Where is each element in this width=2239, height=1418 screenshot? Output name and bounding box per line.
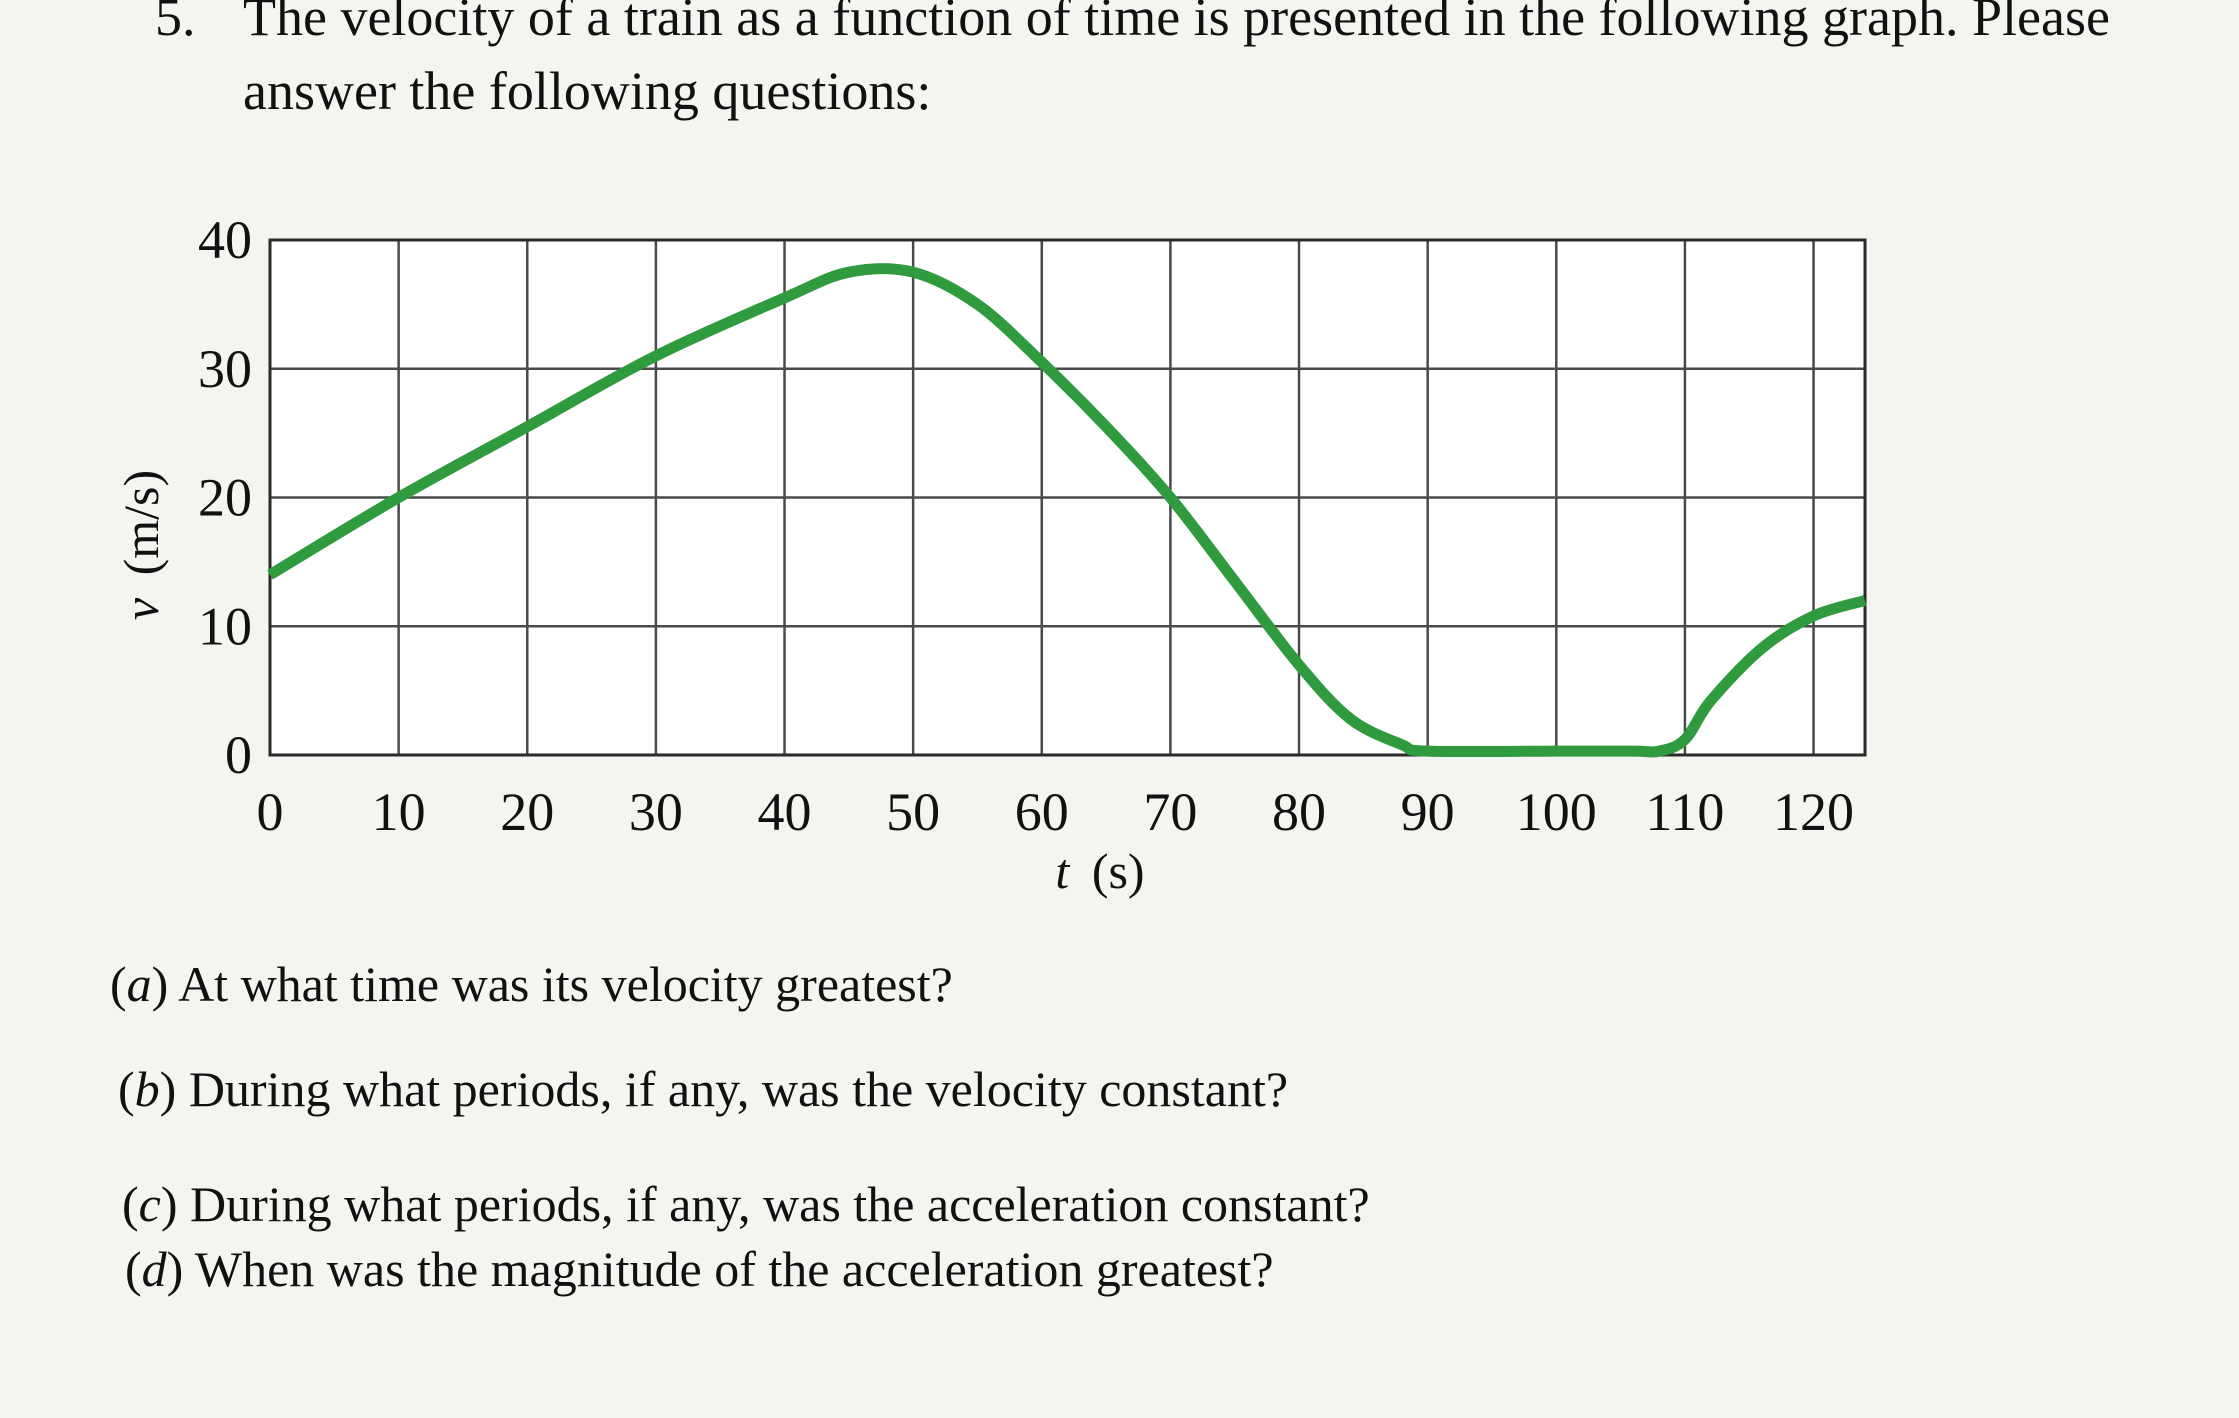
tick-labels: 0 10 20 30 40 50 60 70 80 90 100 110 120 0 10 20 30 40 bbox=[198, 210, 1854, 842]
question-b: (b) During what periods, if any, was the… bbox=[118, 1061, 1289, 1117]
question-text: At what time was its velocity greatest? bbox=[178, 956, 953, 1012]
question-text: During what periods, if any, was the acc… bbox=[190, 1176, 1370, 1232]
problem-number: 5. bbox=[155, 0, 196, 47]
x-tick-label: 0 bbox=[257, 782, 284, 842]
x-tick-label: 100 bbox=[1516, 782, 1597, 842]
question-letter: c bbox=[138, 1176, 161, 1232]
question-text: When was the magnitude of the accelerati… bbox=[194, 1241, 1274, 1297]
x-axis-variable: t bbox=[1055, 843, 1070, 899]
x-tick-label: 60 bbox=[1015, 782, 1069, 842]
y-tick-label: 20 bbox=[198, 468, 252, 528]
y-tick-label: 30 bbox=[198, 339, 252, 399]
velocity-time-chart: 0 10 20 30 40 50 60 70 80 90 100 110 120 0 10 20 30 40 t … bbox=[113, 210, 1867, 899]
plot-frame bbox=[268, 238, 1867, 757]
question-letter: d bbox=[141, 1241, 167, 1297]
x-tick-label: 110 bbox=[1645, 782, 1724, 842]
question-text: During what periods, if any, was the vel… bbox=[188, 1061, 1289, 1117]
y-tick-label: 40 bbox=[198, 210, 252, 270]
x-axis-label: t (s) bbox=[1055, 843, 1144, 899]
y-axis-variable: v bbox=[113, 597, 169, 620]
x-tick-label: 10 bbox=[372, 782, 426, 842]
problem-text: The velocity of a train as a function of… bbox=[243, 0, 2110, 121]
question-d: (d) When was the magnitude of the accele… bbox=[125, 1241, 1274, 1297]
x-tick-label: 90 bbox=[1401, 782, 1455, 842]
velocity-curve bbox=[267, 263, 1867, 758]
x-tick-label: 30 bbox=[629, 782, 683, 842]
axes bbox=[268, 238, 1867, 757]
y-axis-label: v (m/s) bbox=[113, 470, 169, 620]
x-tick-label: 120 bbox=[1773, 782, 1854, 842]
x-tick-label: 70 bbox=[1143, 782, 1197, 842]
question-letter: b bbox=[134, 1061, 160, 1117]
y-tick-label: 10 bbox=[198, 596, 252, 656]
question-a: (a) At what time was its velocity greate… bbox=[110, 956, 953, 1012]
x-tick-label: 50 bbox=[886, 782, 940, 842]
x-tick-label: 80 bbox=[1272, 782, 1326, 842]
x-axis-unit: (s) bbox=[1092, 843, 1145, 899]
x-tick-label: 40 bbox=[758, 782, 812, 842]
y-tick-label: 0 bbox=[225, 725, 252, 785]
question-letter: a bbox=[126, 956, 152, 1012]
x-tick-label: 20 bbox=[500, 782, 554, 842]
series bbox=[267, 263, 1867, 758]
question-c: (c) During what periods, if any, was the… bbox=[122, 1176, 1370, 1232]
y-axis-unit: (m/s) bbox=[113, 470, 169, 576]
